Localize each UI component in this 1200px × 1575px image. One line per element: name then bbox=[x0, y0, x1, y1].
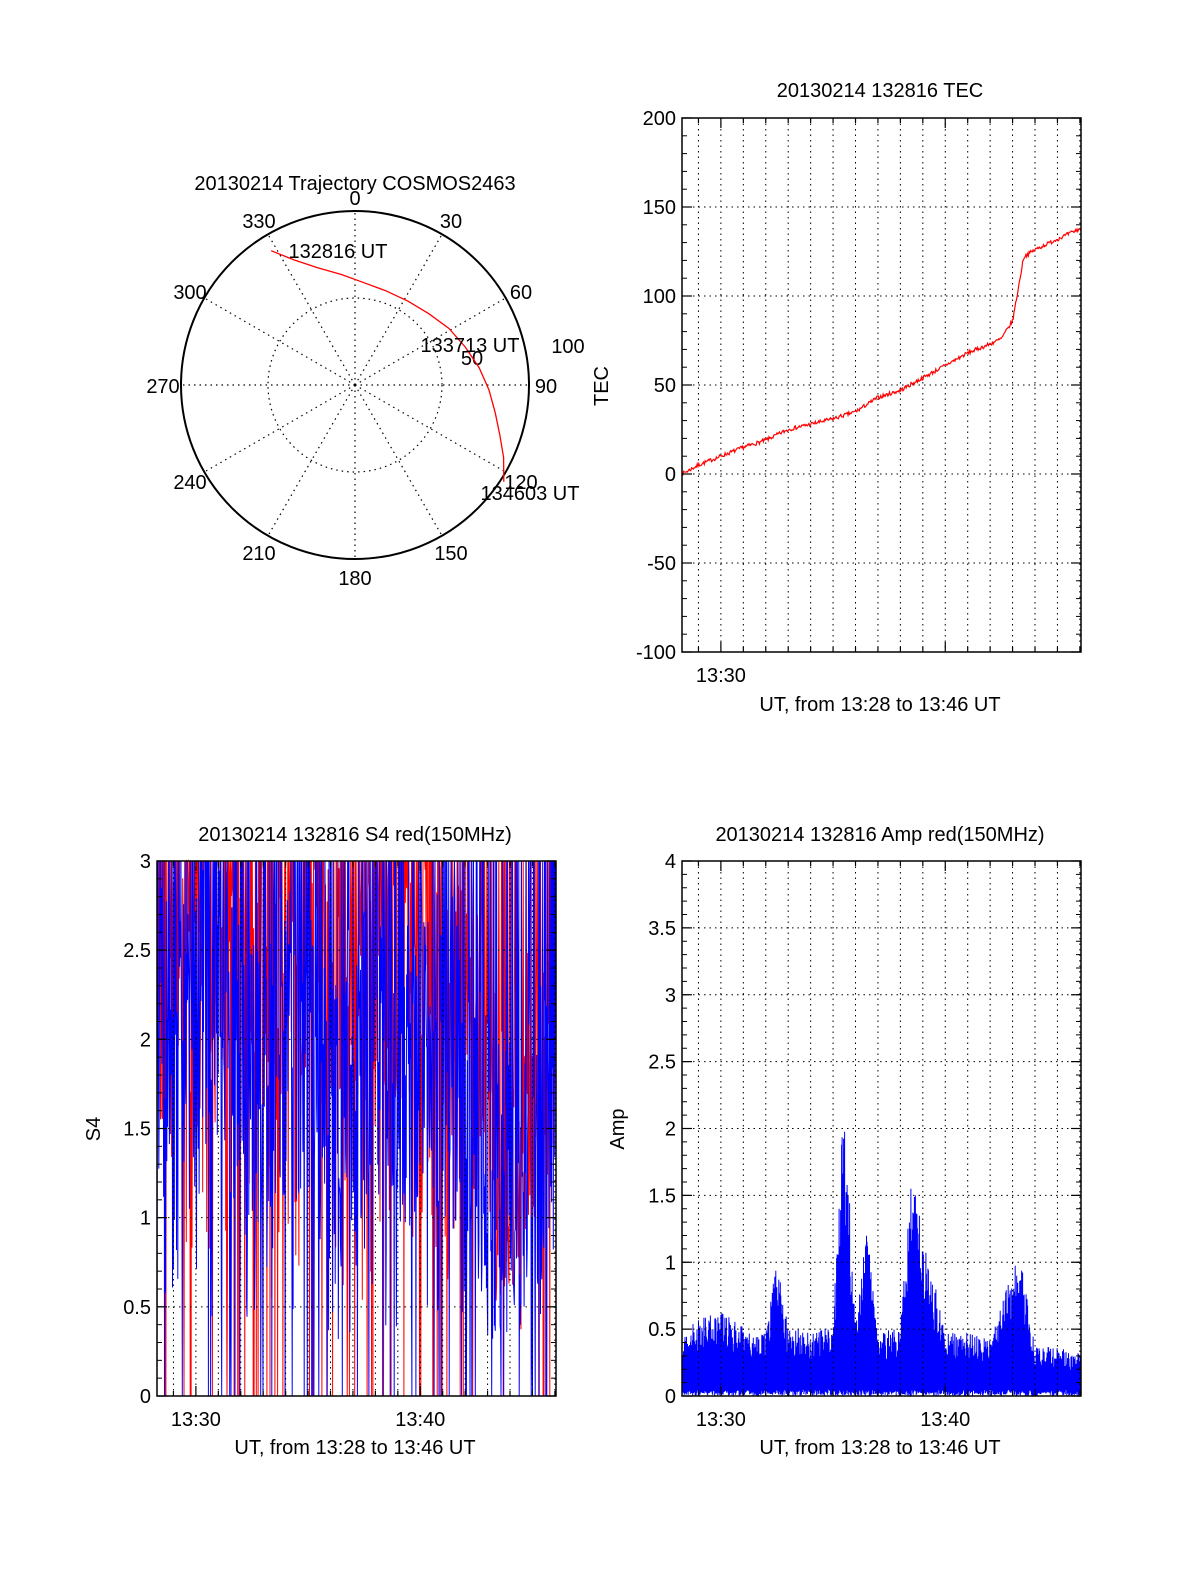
amp-axes: 0 0.5 1 1.5 2 2.5 3 3.5 4 13:30 13:40 bbox=[648, 851, 1082, 1431]
azimuth-label: 30 bbox=[440, 211, 462, 233]
polar-spoke bbox=[354, 297, 506, 386]
x-tick-label: 13:40 bbox=[395, 1409, 445, 1431]
polar-spoke bbox=[267, 384, 356, 536]
s4-xlabel: UT, from 13:28 to 13:46 UT bbox=[234, 1437, 475, 1459]
s4-axes: 0 0.5 1 1.5 2 2.5 3 13:30 13:40 bbox=[123, 851, 557, 1431]
y-tick-label: 150 bbox=[643, 197, 676, 219]
trajectory-series bbox=[270, 250, 505, 482]
y-tick-label: 2.5 bbox=[648, 1052, 676, 1074]
s4-ylabel: S4 bbox=[83, 1117, 105, 1141]
polar-outer-circle bbox=[180, 210, 530, 560]
y-tick-label: 1.5 bbox=[123, 1119, 151, 1141]
polar-ring bbox=[267, 297, 443, 473]
tec-grid bbox=[682, 118, 1081, 652]
tec-ylabel: TEC bbox=[591, 366, 613, 406]
trajectory-annotation: 133713 UT bbox=[421, 335, 520, 357]
tec-panel: 20130214 132816 TEC -100 -50 0 50 100 150 200 1… bbox=[591, 80, 1082, 716]
amp-xlabel: UT, from 13:28 to 13:46 UT bbox=[759, 1437, 1000, 1459]
polar-spoke bbox=[204, 384, 356, 473]
polar-spoke bbox=[354, 384, 506, 473]
y-tick-label: 3 bbox=[140, 851, 151, 873]
polar-grid bbox=[180, 210, 530, 560]
y-tick-label: 0.5 bbox=[123, 1297, 151, 1319]
trajectory-annotation: 134603 UT bbox=[481, 483, 580, 505]
polar-spoke bbox=[267, 234, 356, 386]
amp-ylabel: Amp bbox=[607, 1108, 629, 1149]
tec-axes: -100 -50 0 50 100 150 200 13:30 bbox=[636, 108, 1082, 687]
tec-xlabel: UT, from 13:28 to 13:46 UT bbox=[759, 694, 1000, 716]
azimuth-label: 300 bbox=[173, 282, 206, 304]
azimuth-label: 0 bbox=[349, 188, 360, 210]
y-tick-label: 200 bbox=[643, 108, 676, 130]
y-tick-label: 0 bbox=[665, 1386, 676, 1408]
polar-spoke bbox=[354, 234, 443, 386]
azimuth-label: 330 bbox=[242, 211, 275, 233]
azimuth-label: 210 bbox=[242, 543, 275, 565]
y-tick-label: 50 bbox=[654, 375, 676, 397]
y-tick-label: 100 bbox=[643, 286, 676, 308]
x-tick-label: 13:40 bbox=[920, 1409, 970, 1431]
trajectory-panel: 20130214 Trajectory COSMOS2463 0 30 60 90 12… bbox=[146, 173, 584, 590]
amp-series bbox=[681, 1131, 1082, 1397]
amp-panel: 20130214 132816 Amp red(150MHz) 0 0.5 1 1.5… bbox=[607, 824, 1082, 1459]
amp-grid bbox=[682, 861, 1081, 1396]
y-tick-label: 0 bbox=[140, 1386, 151, 1408]
azimuth-label: 150 bbox=[434, 543, 467, 565]
tec-line bbox=[681, 227, 1082, 477]
ring-label: 100 bbox=[551, 336, 584, 358]
x-tick-label: 13:30 bbox=[696, 665, 746, 687]
y-tick-label: 1 bbox=[140, 1208, 151, 1230]
y-tick-label: 3 bbox=[665, 985, 676, 1007]
y-tick-label: -100 bbox=[636, 642, 676, 664]
azimuth-label: 270 bbox=[146, 376, 179, 398]
y-tick-label: 2 bbox=[665, 1119, 676, 1141]
amp-line bbox=[681, 1131, 1082, 1397]
s4-title: 20130214 132816 S4 red(150MHz) bbox=[198, 824, 512, 846]
y-tick-label: -50 bbox=[647, 553, 676, 575]
polar-azimuth-labels: 0 30 60 90 120 150 180 210 240 270 300 330 bbox=[146, 188, 557, 590]
x-tick-label: 13:30 bbox=[171, 1409, 221, 1431]
y-tick-label: 3.5 bbox=[648, 918, 676, 940]
trajectory-annotations: 132816 UT 133713 UT 134603 UT bbox=[289, 241, 580, 505]
tec-title: 20130214 132816 TEC bbox=[777, 80, 983, 102]
y-tick-label: 0.5 bbox=[648, 1319, 676, 1341]
s4-panel: 20130214 132816 S4 red(150MHz) 0 0.5 1 1.5 2… bbox=[83, 824, 557, 1459]
trajectory-title: 20130214 Trajectory COSMOS2463 bbox=[194, 173, 515, 195]
y-tick-label: 4 bbox=[665, 851, 676, 873]
x-tick-label: 13:30 bbox=[696, 1409, 746, 1431]
azimuth-label: 180 bbox=[338, 568, 371, 590]
y-tick-label: 2 bbox=[140, 1029, 151, 1051]
azimuth-label: 120 bbox=[504, 472, 537, 494]
amp-title: 20130214 132816 Amp red(150MHz) bbox=[715, 824, 1044, 846]
azimuth-label: 60 bbox=[510, 282, 532, 304]
tec-series bbox=[681, 227, 1082, 477]
y-tick-label: 1.5 bbox=[648, 1185, 676, 1207]
y-tick-label: 1 bbox=[665, 1252, 676, 1274]
polar-spoke bbox=[354, 384, 443, 536]
azimuth-label: 90 bbox=[535, 376, 557, 398]
polar-spoke bbox=[204, 297, 356, 386]
trajectory-annotation: 132816 UT bbox=[289, 241, 388, 263]
y-tick-label: 0 bbox=[665, 464, 676, 486]
trajectory-line bbox=[270, 250, 505, 482]
y-tick-label: 2.5 bbox=[123, 940, 151, 962]
azimuth-label: 240 bbox=[173, 472, 206, 494]
